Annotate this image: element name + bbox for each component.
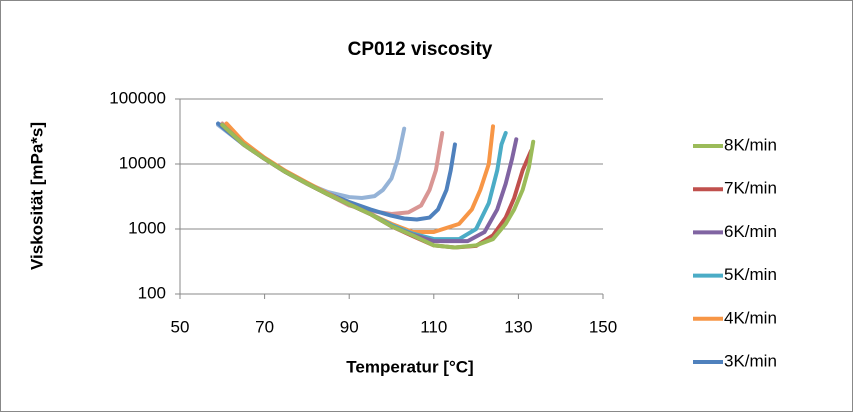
legend-label: 7K/min [724, 179, 777, 198]
y-axis-label: Viskosität [mPa*s] [27, 122, 46, 270]
x-tick-label: 130 [504, 317, 532, 336]
x-tick-label: 150 [589, 317, 617, 336]
legend-label: 6K/min [724, 222, 777, 241]
x-axis-label: Temperatur [°C] [346, 357, 473, 376]
legend-label: 4K/min [724, 308, 777, 327]
legend-label: 8K/min [724, 135, 777, 154]
series-line [220, 122, 536, 250]
x-tick-label: 110 [420, 317, 447, 336]
legend-label: 3K/min [724, 351, 777, 370]
x-tick-label: 70 [255, 317, 274, 336]
legend-label: 5K/min [724, 265, 777, 284]
y-tick-label: 1000 [128, 218, 166, 237]
x-tick-label: 50 [171, 317, 190, 336]
y-tick-label: 100000 [109, 88, 166, 107]
y-tick-label: 10000 [119, 153, 166, 172]
x-tick-label: 90 [340, 317, 359, 336]
chart-title: CP012 viscosity [348, 39, 493, 60]
y-tick-label: 100 [138, 283, 166, 302]
